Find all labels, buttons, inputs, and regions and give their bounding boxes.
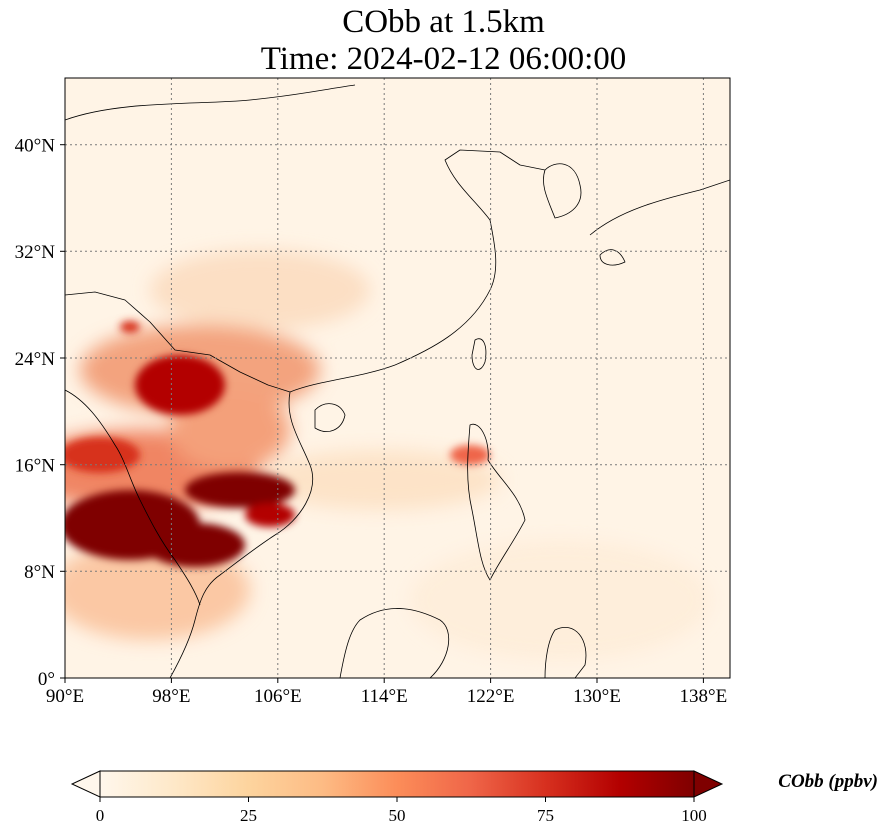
lon-tick-label: 122°E: [467, 686, 515, 707]
colorbar-tick-label: 25: [240, 806, 257, 825]
colorbar: 0 25 50 75 100 CObb (ppbv): [70, 770, 878, 825]
concentration-field: [65, 78, 730, 678]
lat-tick-label: 40°N: [15, 136, 56, 157]
colorbar-tick-label: 0: [96, 806, 105, 825]
map-title: CObb at 1.5km: [342, 4, 545, 40]
gridlines: [65, 78, 730, 678]
lon-tick-label: 130°E: [573, 686, 621, 707]
lon-tick-label: 106°E: [254, 686, 302, 707]
lat-tick-label: 24°N: [15, 349, 56, 370]
lon-tick-label: 114°E: [361, 686, 408, 707]
lon-tick-label: 98°E: [152, 686, 190, 707]
lat-tick-label: 16°N: [15, 456, 56, 477]
lat-tick-label: 8°N: [24, 562, 55, 583]
map-subtitle: Time: 2024-02-12 06:00:00: [260, 41, 627, 77]
colorbar-label: CObb (ppbv): [778, 771, 878, 792]
lat-tick-label: 0°: [38, 669, 55, 690]
colorbar-tick-label: 75: [537, 806, 554, 825]
lon-tick-label: 138°E: [680, 686, 728, 707]
lat-tick-label: 32°N: [15, 242, 56, 263]
map-frame: [64, 77, 731, 679]
colorbar-tick-label: 50: [389, 806, 406, 825]
lon-tick-label: 90°E: [46, 686, 84, 707]
colorbar-tick-label: 100: [681, 806, 707, 825]
